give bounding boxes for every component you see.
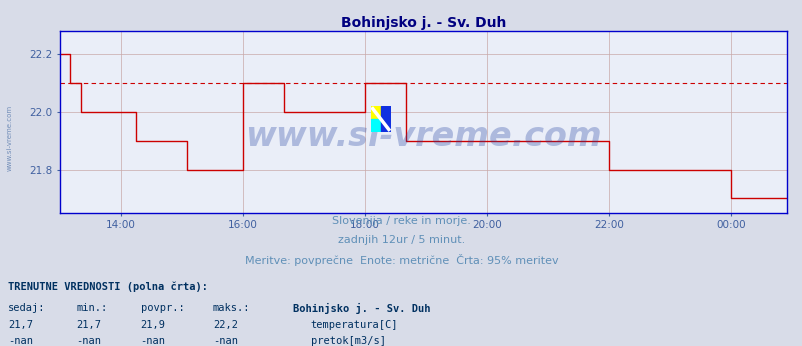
Text: 22,2: 22,2 [213, 320, 237, 330]
Bar [371, 106, 380, 119]
Text: www.si-vreme.com: www.si-vreme.com [6, 105, 13, 172]
Text: Bohinjsko j. - Sv. Duh: Bohinjsko j. - Sv. Duh [293, 303, 430, 314]
Text: 21,7: 21,7 [76, 320, 101, 330]
Text: 21,9: 21,9 [140, 320, 165, 330]
Title: Bohinjsko j. - Sv. Duh: Bohinjsko j. - Sv. Duh [341, 16, 505, 30]
Text: min.:: min.: [76, 303, 107, 313]
Text: -nan: -nan [76, 336, 101, 346]
Bar [380, 106, 391, 132]
Text: Meritve: povprečne  Enote: metrične  Črta: 95% meritev: Meritve: povprečne Enote: metrične Črta:… [245, 254, 557, 266]
Bar [371, 119, 380, 132]
Text: zadnjih 12ur / 5 minut.: zadnjih 12ur / 5 minut. [338, 235, 464, 245]
Text: TRENUTNE VREDNOSTI (polna črta):: TRENUTNE VREDNOSTI (polna črta): [8, 282, 208, 292]
Text: temperatura[C]: temperatura[C] [310, 320, 398, 330]
Text: -nan: -nan [213, 336, 237, 346]
Text: -nan: -nan [140, 336, 165, 346]
Text: maks.:: maks.: [213, 303, 250, 313]
Text: pretok[m3/s]: pretok[m3/s] [310, 336, 385, 346]
Text: Slovenija / reke in morje.: Slovenija / reke in morje. [332, 216, 470, 226]
Text: povpr.:: povpr.: [140, 303, 184, 313]
Text: sedaj:: sedaj: [8, 303, 46, 313]
Text: www.si-vreme.com: www.si-vreme.com [245, 120, 602, 153]
Text: -nan: -nan [8, 336, 33, 346]
Text: 21,7: 21,7 [8, 320, 33, 330]
